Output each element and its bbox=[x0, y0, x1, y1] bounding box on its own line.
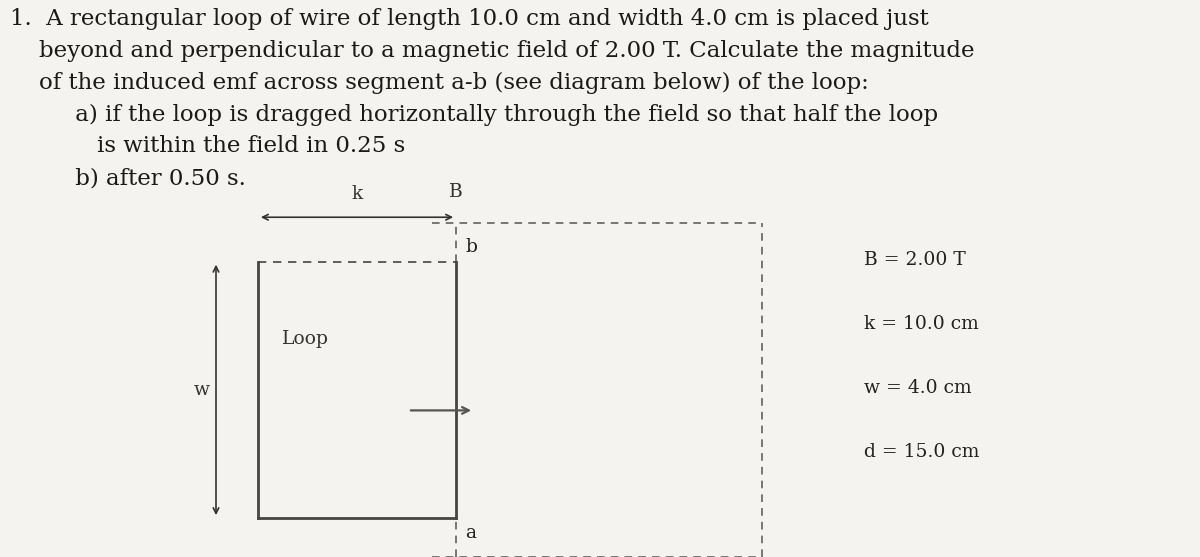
Text: d = 15.0 cm: d = 15.0 cm bbox=[864, 443, 979, 461]
Text: b) after 0.50 s.: b) after 0.50 s. bbox=[10, 167, 246, 189]
Text: a) if the loop is dragged horizontally through the field so that half the loop: a) if the loop is dragged horizontally t… bbox=[10, 104, 937, 126]
Text: k: k bbox=[352, 185, 362, 203]
Text: 1.  A rectangular loop of wire of length 10.0 cm and width 4.0 cm is placed just: 1. A rectangular loop of wire of length … bbox=[10, 8, 929, 30]
Text: B = 2.00 T: B = 2.00 T bbox=[864, 251, 966, 268]
Text: B: B bbox=[449, 183, 463, 201]
Text: is within the field in 0.25 s: is within the field in 0.25 s bbox=[10, 135, 404, 157]
Text: k = 10.0 cm: k = 10.0 cm bbox=[864, 315, 979, 333]
Text: w: w bbox=[193, 381, 210, 399]
Text: b: b bbox=[466, 238, 478, 256]
Text: Loop: Loop bbox=[282, 330, 329, 348]
Text: beyond and perpendicular to a magnetic field of 2.00 T. Calculate the magnitude: beyond and perpendicular to a magnetic f… bbox=[10, 40, 974, 62]
Text: of the induced emf across segment a-b (see diagram below) of the loop:: of the induced emf across segment a-b (s… bbox=[10, 72, 869, 94]
Text: a: a bbox=[466, 524, 476, 541]
Text: w = 4.0 cm: w = 4.0 cm bbox=[864, 379, 972, 397]
